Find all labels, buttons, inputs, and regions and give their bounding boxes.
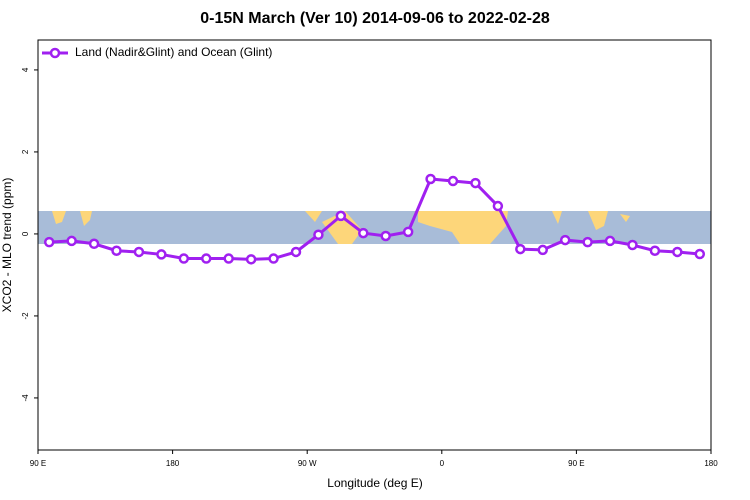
data-point [604,235,616,247]
data-point [313,229,324,240]
y-tick-label: 4 [21,67,30,72]
data-point [694,248,706,260]
data-point [178,253,190,264]
data-point [111,245,122,256]
map-band [38,211,711,244]
y-tick-label: -4 [21,394,30,402]
y-tick-label: 0 [21,231,30,236]
data-point [335,210,347,222]
plot-frame [37,39,712,451]
data-point [245,254,257,265]
y-tick-label: -2 [21,312,30,320]
x-axis-label: Longitude (deg E) [327,476,422,490]
data-point [425,173,436,185]
y-tick-label: 2 [21,149,30,154]
data-point [537,244,548,256]
data-point [649,245,661,256]
y-axis-label: XCO2 - MLO trend (ppm) [0,178,14,313]
data-point [402,226,414,238]
data-point [470,177,481,189]
data-point [447,175,459,187]
data-point [380,230,391,242]
data-point [290,246,302,258]
x-tick-label: 180 [166,459,180,468]
x-tick-label: 0 [440,459,445,468]
data-point [66,235,77,247]
legend-marker [49,47,61,59]
data-point [43,236,55,248]
data-point [88,238,100,250]
data-point [358,227,369,239]
x-tick-label: 180 [704,459,718,468]
legend-label: Land (Nadir&Glint) and Ocean (Glint) [75,45,272,59]
data-point [201,253,212,264]
chart-title: 0-15N March (Ver 10) 2014-09-06 to 2022-… [200,10,550,27]
x-tick-label: 90 E [30,459,46,468]
data-point [223,253,234,264]
data-point [627,239,638,251]
data-point [582,236,593,248]
x-tick-label: 90 W [298,459,317,468]
data-point [672,246,683,258]
data-point [156,249,167,260]
data-point [492,200,504,212]
data-point [515,243,526,255]
x-tick-label: 90 E [568,459,584,468]
data-point [133,246,145,258]
data-point [559,234,571,246]
data-point [268,253,279,264]
